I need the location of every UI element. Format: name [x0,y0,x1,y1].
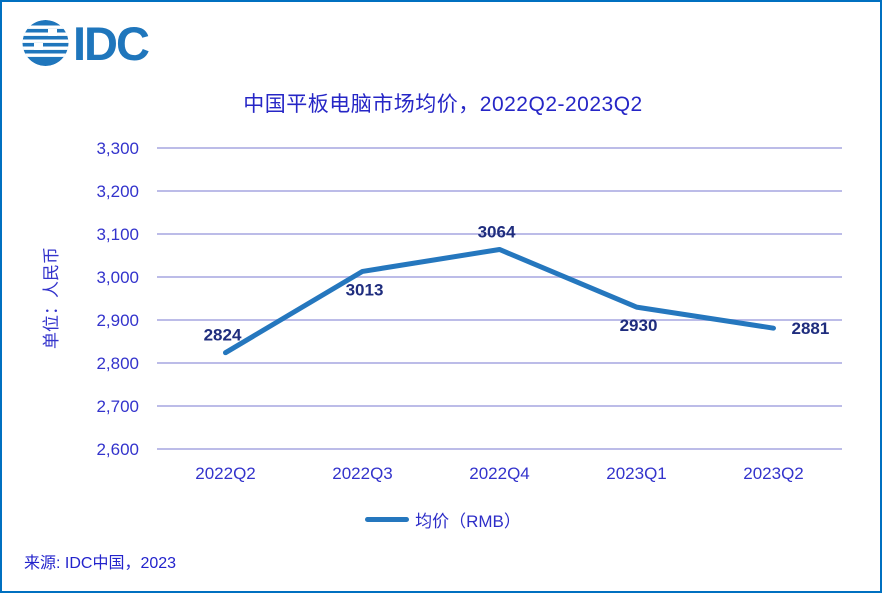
average-price-line-chart: 2,600 2,700 2,800 2,900 3,000 3,100 3,200 3,300… [96,139,842,483]
legend: 均价（RMB） [2,507,882,532]
source-note: 来源: IDC中国，2023 [24,555,177,572]
idc-logo: IDC [22,17,151,69]
x-tick-label: 2022Q2 [195,464,256,483]
y-tick-label: 3,300 [96,139,139,158]
price-line [223,246,776,356]
y-tick-label: 2,600 [96,440,139,459]
x-tick-label: 2023Q2 [743,464,804,483]
legend-line-swatch [365,517,410,522]
legend-label: 均价（RMB） [415,512,521,531]
y-tick-label: 2,900 [96,311,139,330]
y-tick-label: 2,800 [96,354,139,373]
y-tick-label: 3,100 [96,225,139,244]
x-tick-label: 2022Q3 [332,464,393,483]
data-label: 3064 [478,222,516,241]
logo-text: IDC [73,17,149,69]
y-tick-label: 2,700 [96,397,139,416]
x-tick-label: 2022Q4 [469,464,530,483]
data-label: 2930 [620,316,658,335]
data-label: 2824 [204,326,242,345]
globe-icon [22,20,69,66]
y-tick-label: 3,000 [96,268,139,287]
y-tick-label: 3,200 [96,182,139,201]
data-label: 2881 [792,319,830,338]
data-label: 3013 [346,280,384,299]
x-tick-label: 2023Q1 [606,464,667,483]
chart-title: 中国平板电脑市场均价，2022Q2-2023Q2 [243,93,643,116]
